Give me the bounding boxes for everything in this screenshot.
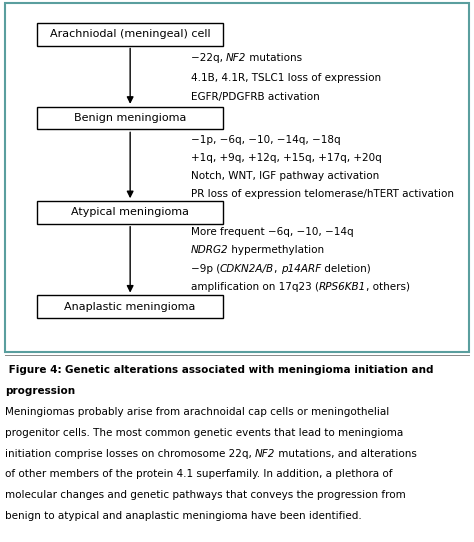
Text: −22q,: −22q, bbox=[191, 54, 226, 63]
Text: ,: , bbox=[274, 263, 281, 274]
FancyBboxPatch shape bbox=[37, 23, 223, 46]
Text: Figure 4:: Figure 4: bbox=[5, 365, 65, 375]
Text: molecular changes and genetic pathways that conveys the progression from: molecular changes and genetic pathways t… bbox=[5, 491, 405, 500]
Text: initiation comprise losses on chromosome 22q,: initiation comprise losses on chromosome… bbox=[5, 449, 255, 459]
Text: Arachniodal (meningeal) cell: Arachniodal (meningeal) cell bbox=[50, 29, 210, 39]
Text: Atypical meningioma: Atypical meningioma bbox=[71, 208, 189, 217]
Text: −9p (: −9p ( bbox=[191, 263, 220, 274]
Text: +1q, +9q, +12q, +15q, +17q, +20q: +1q, +9q, +12q, +15q, +17q, +20q bbox=[191, 153, 381, 163]
Text: mutations, and alterations: mutations, and alterations bbox=[275, 449, 417, 459]
Text: NDRG2: NDRG2 bbox=[191, 246, 228, 255]
Text: benign to atypical and anaplastic meningioma have been identified.: benign to atypical and anaplastic mening… bbox=[5, 511, 362, 521]
Text: mutations: mutations bbox=[246, 54, 302, 63]
FancyBboxPatch shape bbox=[37, 295, 223, 318]
Text: 4.1B, 4.1R, TSLC1 loss of expression: 4.1B, 4.1R, TSLC1 loss of expression bbox=[191, 73, 381, 82]
Text: Anaplastic meningioma: Anaplastic meningioma bbox=[64, 302, 196, 312]
Text: PR loss of expression telomerase/hTERT activation: PR loss of expression telomerase/hTERT a… bbox=[191, 189, 454, 199]
Text: RPS6KB1: RPS6KB1 bbox=[319, 282, 366, 292]
Text: Benign meningioma: Benign meningioma bbox=[74, 113, 186, 123]
Text: hypermethylation: hypermethylation bbox=[228, 246, 324, 255]
Text: NF2: NF2 bbox=[226, 54, 246, 63]
Text: CDKN2A/B: CDKN2A/B bbox=[220, 263, 274, 274]
Text: −1p, −6q, −10, −14q, −18q: −1p, −6q, −10, −14q, −18q bbox=[191, 135, 340, 145]
Text: , others): , others) bbox=[366, 282, 410, 292]
Text: amplification on 17q23 (: amplification on 17q23 ( bbox=[191, 282, 319, 292]
Text: progenitor cells. The most common genetic events that lead to meningioma: progenitor cells. The most common geneti… bbox=[5, 428, 403, 437]
Text: Notch, WNT, IGF pathway activation: Notch, WNT, IGF pathway activation bbox=[191, 171, 379, 181]
FancyBboxPatch shape bbox=[37, 107, 223, 130]
FancyBboxPatch shape bbox=[37, 201, 223, 224]
Text: NF2: NF2 bbox=[255, 449, 275, 459]
Text: EGFR/PDGFRB activation: EGFR/PDGFRB activation bbox=[191, 92, 319, 102]
Text: Genetic alterations associated with meningioma initiation and: Genetic alterations associated with meni… bbox=[65, 365, 434, 375]
Text: of other members of the protein 4.1 superfamily. In addition, a plethora of: of other members of the protein 4.1 supe… bbox=[5, 469, 392, 479]
Text: progression: progression bbox=[5, 386, 75, 396]
Text: deletion): deletion) bbox=[321, 263, 371, 274]
Text: More frequent −6q, −10, −14q: More frequent −6q, −10, −14q bbox=[191, 227, 353, 237]
Text: Meningiomas probably arise from arachnoidal cap cells or meningothelial: Meningiomas probably arise from arachnoi… bbox=[5, 406, 389, 417]
Text: p14ARF: p14ARF bbox=[281, 263, 321, 274]
